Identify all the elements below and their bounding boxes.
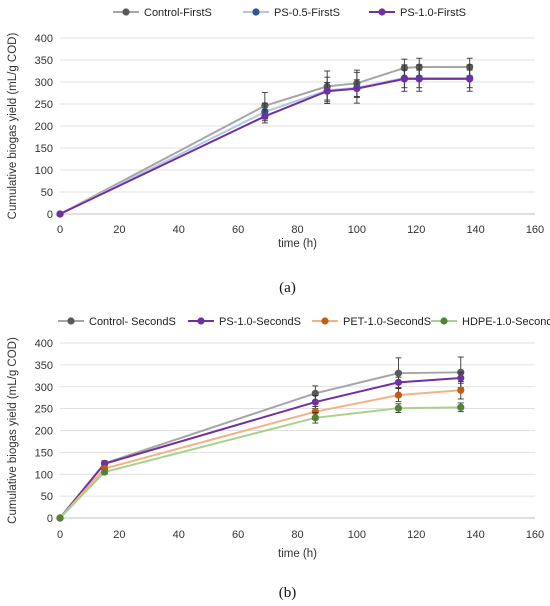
legend-label: PS-1.0-FirstS xyxy=(400,7,466,19)
chart-panel-b: 0 50 100 150 200 250 300 350 400 0 20 40 60 80 100 120 1… xyxy=(7,316,550,601)
x-tick-label: 120 xyxy=(407,529,425,541)
x-tick-label: 40 xyxy=(173,224,185,236)
x-tick-label: 0 xyxy=(57,224,63,236)
x-tick-label: 100 xyxy=(348,224,366,236)
legend-label: PET-1.0-SecondS xyxy=(343,316,431,328)
legend-entry: PET-1.0-SecondS xyxy=(312,316,431,328)
data-point xyxy=(56,210,64,218)
data-point xyxy=(311,414,319,422)
x-tick-label: 40 xyxy=(173,529,185,541)
legend-entry: Control-FirstS xyxy=(113,7,212,19)
legend-entry: HDPE-1.0-SecondS xyxy=(431,316,550,328)
panel-label: (a) xyxy=(279,280,296,296)
data-point xyxy=(261,112,269,120)
legend-marker xyxy=(321,317,329,325)
x-axis-title: time (h) xyxy=(278,548,317,560)
series-hdpe-1-0-seconds xyxy=(56,402,465,522)
y-tick-label: 150 xyxy=(35,447,53,459)
data-point xyxy=(394,378,403,386)
legend-label: PS-0.5-FirstS xyxy=(274,7,340,19)
data-point xyxy=(415,75,423,83)
legend-entry: PS-1.0-FirstS xyxy=(369,7,466,19)
x-tick-label: 80 xyxy=(291,224,303,236)
y-tick-label: 400 xyxy=(35,338,53,350)
data-point xyxy=(457,374,465,382)
y-tick-label: 100 xyxy=(35,165,53,177)
x-tick-label: 20 xyxy=(113,529,125,541)
data-point xyxy=(394,391,403,399)
x-tick-label: 80 xyxy=(291,529,303,541)
x-tick-label: 140 xyxy=(466,224,484,236)
legend-entry: PS-0.5-FirstS xyxy=(243,7,340,19)
x-tick-label: 160 xyxy=(526,224,544,236)
y-tick-label: 50 xyxy=(41,187,53,199)
chart-panel-a: 0 50 100 150 200 250 300 350 400 0 20 40 60 80 100 120 1… xyxy=(7,7,544,296)
x-tick-label: 160 xyxy=(526,529,544,541)
y-tick-label: 200 xyxy=(35,121,53,133)
legend-marker xyxy=(122,8,130,16)
series-ps-1-0-firsts xyxy=(56,69,474,218)
data-point xyxy=(323,87,331,95)
legend-label: Control- SecondS xyxy=(89,316,176,328)
y-axis-title: Cumulative biogas yield (mL/g COD) xyxy=(7,337,19,524)
data-point xyxy=(56,514,64,522)
y-tick-label: 100 xyxy=(35,469,53,481)
y-axis-title: Cumulative biogas yield (mL/g COD) xyxy=(7,33,19,220)
series-line xyxy=(59,406,461,519)
data-point xyxy=(311,398,319,406)
data-point xyxy=(394,404,403,412)
data-point xyxy=(100,468,109,476)
data-point xyxy=(400,75,408,83)
x-tick-label: 60 xyxy=(232,529,244,541)
data-point xyxy=(457,386,465,394)
legend-marker xyxy=(252,8,260,16)
x-tick-label: 120 xyxy=(407,224,425,236)
x-axis-title: time (h) xyxy=(278,238,317,250)
panel-label: (b) xyxy=(279,585,297,601)
y-tick-label: 0 xyxy=(47,513,53,525)
x-tick-label: 0 xyxy=(57,529,63,541)
y-tick-label: 300 xyxy=(35,77,53,89)
x-tick-label: 140 xyxy=(466,529,484,541)
y-tick-label: 400 xyxy=(35,33,53,45)
x-tick-label: 100 xyxy=(348,529,366,541)
data-point xyxy=(311,408,319,416)
legend-entry: PS-1.0-SecondS xyxy=(188,316,301,328)
legend-label: HDPE-1.0-SecondS xyxy=(462,316,550,328)
data-point xyxy=(394,369,403,377)
legend-label: PS-1.0-SecondS xyxy=(219,316,301,328)
y-tick-label: 150 xyxy=(35,143,53,155)
y-tick-label: 250 xyxy=(35,99,53,111)
series-pet-1-0-seconds xyxy=(56,381,465,522)
data-point xyxy=(457,403,465,411)
legend-marker xyxy=(197,317,205,325)
y-tick-label: 350 xyxy=(35,55,53,67)
data-point xyxy=(466,75,474,83)
y-tick-label: 50 xyxy=(41,491,53,503)
series-line xyxy=(59,377,461,519)
series-ps-0-5-firsts xyxy=(56,64,474,218)
legend-entry: Control- SecondS xyxy=(58,316,176,328)
data-point xyxy=(353,85,361,93)
legend-label: Control-FirstS xyxy=(144,7,212,19)
y-tick-label: 250 xyxy=(35,404,53,416)
y-tick-label: 300 xyxy=(35,382,53,394)
x-tick-label: 60 xyxy=(232,224,244,236)
legend-marker xyxy=(378,8,386,16)
y-tick-label: 200 xyxy=(35,426,53,438)
legend-marker xyxy=(440,317,448,325)
x-tick-label: 20 xyxy=(113,224,125,236)
legend-marker xyxy=(67,317,75,325)
y-tick-label: 0 xyxy=(47,209,53,221)
y-tick-label: 350 xyxy=(35,360,53,372)
